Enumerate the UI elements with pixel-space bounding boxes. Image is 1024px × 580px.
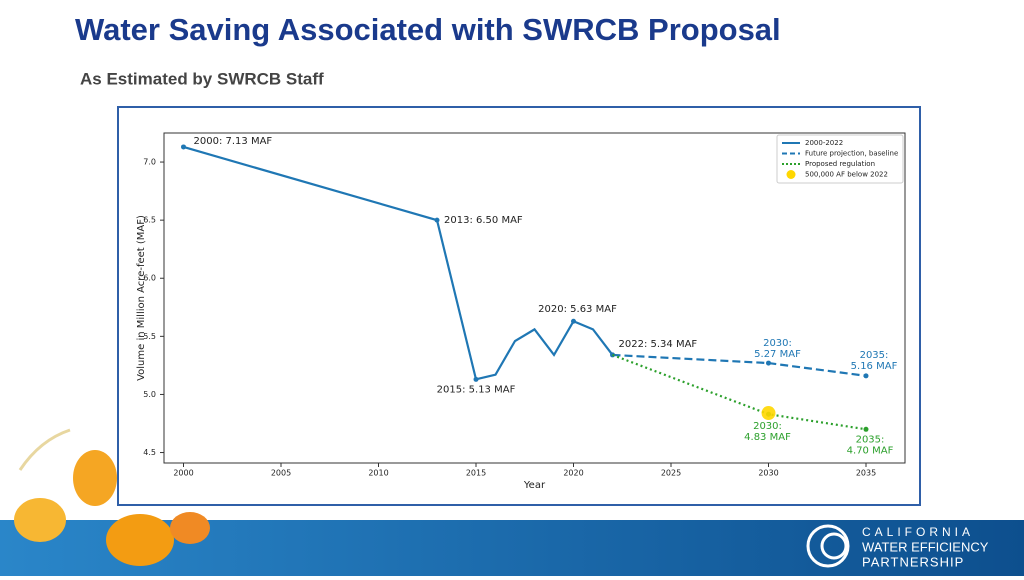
point xyxy=(571,318,576,324)
logo: CALIFORNIA WATER EFFICIENCY PARTNERSHIP xyxy=(806,524,989,569)
data-label: 2022: 5.34 MAF xyxy=(619,339,698,350)
data-label: 2035: 4.70 MAF xyxy=(847,434,894,456)
point xyxy=(863,373,869,379)
line xyxy=(183,145,614,381)
logo-text: PARTNERSHIP xyxy=(862,554,964,569)
data-label-line: 2013: 6.50 MAF xyxy=(444,215,523,226)
data-label-line: 4.83 MAF xyxy=(744,432,791,443)
slide-subtitle: As Estimated by SWRCB Staff xyxy=(80,69,324,88)
x-tick-label: 2000 xyxy=(173,469,193,478)
legend: 2000-2022 Future projection, baseline Prop… xyxy=(776,134,904,184)
x-tick-label: 2025 xyxy=(661,469,681,478)
y-tick-label: 6.5 xyxy=(143,216,156,225)
data-label-line: 2035: xyxy=(860,350,889,361)
y-tick-label: 7.0 xyxy=(143,158,156,167)
x-tick-label: 2010 xyxy=(368,469,388,478)
x-tick-label: 2015 xyxy=(466,469,486,478)
point xyxy=(434,217,440,223)
data-label: 2020: 5.63 MAF xyxy=(538,304,617,315)
logo-text: WATER EFFICIENCY xyxy=(862,539,989,554)
legend-label: 500,000 AF below 2022 xyxy=(805,171,888,179)
y-tick-label: 6.0 xyxy=(143,274,156,283)
x-tick-label: 2035 xyxy=(856,469,876,478)
x-axis-label: Year xyxy=(523,480,546,491)
data-label-line: 5.16 MAF xyxy=(851,361,898,372)
slide-title: Water Saving Associated with SWRCB Propo… xyxy=(75,12,781,47)
logo-text: CALIFORNIA xyxy=(862,525,974,539)
data-label: 2000: 7.13 MAF xyxy=(194,136,273,147)
plot-area xyxy=(163,132,906,464)
data-label-line: 4.70 MAF xyxy=(847,445,894,456)
data-label-line: 2000: 7.13 MAF xyxy=(194,136,273,147)
data-label-line: 2020: 5.63 MAF xyxy=(538,304,617,315)
data-label: 2015: 5.13 MAF xyxy=(437,384,516,395)
y-tick-label: 5.0 xyxy=(143,390,156,399)
legend-label: Future projection, baseline xyxy=(805,150,898,158)
data-label-line: 2015: 5.13 MAF xyxy=(437,384,516,395)
data-label: 2035: 5.16 MAF xyxy=(851,350,898,372)
data-label-line: 2030: xyxy=(763,338,792,349)
point xyxy=(863,426,869,432)
data-label-line: 5.27 MAF xyxy=(754,349,801,360)
x-tick-label: 2020 xyxy=(563,469,583,478)
data-label: 2013: 6.50 MAF xyxy=(444,215,523,226)
data-label: 2030: 4.83 MAF xyxy=(744,421,791,443)
legend-label: Proposed regulation xyxy=(805,160,875,168)
data-label-line: 2035: xyxy=(856,434,885,445)
data-label-line: 2030: xyxy=(753,421,782,432)
marker xyxy=(761,406,776,421)
data-label-line: 2022: 5.34 MAF xyxy=(619,339,698,350)
legend-swatch xyxy=(786,170,796,179)
x-tick-label: 2030 xyxy=(758,469,778,478)
y-tick-label: 5.5 xyxy=(143,332,156,341)
data-label: 2030: 5.27 MAF xyxy=(754,338,801,360)
legend-box xyxy=(776,134,904,184)
point xyxy=(181,144,186,150)
flower-decoration xyxy=(14,428,210,566)
point xyxy=(473,376,479,382)
y-tick-label: 4.5 xyxy=(143,448,156,457)
y-axis-label: Volume in Million Acre-feet (MAF) xyxy=(136,215,147,381)
point xyxy=(766,360,771,366)
x-tick-label: 2005 xyxy=(271,469,291,478)
legend-label: 2000-2022 xyxy=(805,139,843,147)
